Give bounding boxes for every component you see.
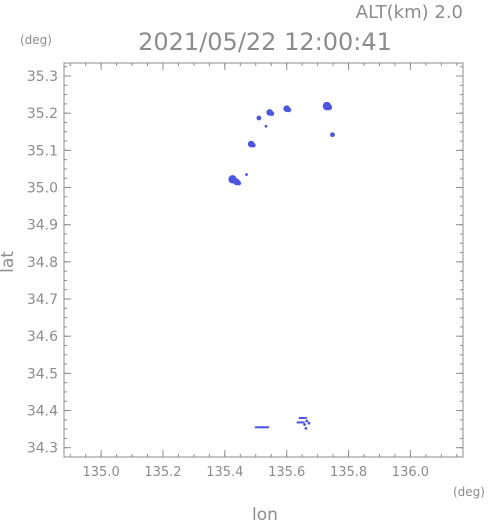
data-points bbox=[228, 101, 335, 430]
y-tick-label: 34.8 bbox=[27, 255, 58, 271]
data-point bbox=[286, 107, 292, 113]
axis-ticks: 135.0 135.2 135.4 135.6 135.8 136.0 34.3 34.4 34… bbox=[27, 63, 463, 480]
y-tick-label: 34.9 bbox=[27, 218, 58, 234]
data-point bbox=[296, 421, 305, 424]
data-point bbox=[251, 142, 256, 148]
data-point bbox=[264, 124, 268, 128]
y-tick-label: 35.1 bbox=[27, 143, 58, 159]
x-tick-label: 135.0 bbox=[83, 465, 120, 480]
x-tick-label: 135.4 bbox=[206, 465, 243, 480]
x-axis-label: lon bbox=[252, 505, 278, 521]
plot-frame bbox=[63, 62, 464, 458]
data-point bbox=[254, 426, 263, 429]
data-point bbox=[256, 115, 262, 121]
data-point bbox=[305, 419, 309, 423]
y-tick-label: 34.7 bbox=[27, 292, 58, 308]
y-tick-label: 35.2 bbox=[27, 106, 58, 122]
y-tick-label: 34.3 bbox=[27, 441, 58, 457]
y-tick-label: 34.4 bbox=[27, 404, 58, 420]
chart-title: 2021/05/22 12:00:41 bbox=[138, 28, 392, 56]
y-tick-label: 35.0 bbox=[27, 181, 58, 197]
data-point bbox=[261, 426, 270, 429]
data-point bbox=[304, 426, 308, 430]
x-tick-label: 135.2 bbox=[144, 465, 181, 480]
x-tick-label: 135.6 bbox=[268, 465, 305, 480]
x-axis-unit: (deg) bbox=[453, 485, 485, 499]
data-point bbox=[330, 132, 335, 138]
x-tick-label: 135.8 bbox=[330, 465, 367, 480]
data-point bbox=[269, 111, 275, 116]
y-tick-label: 34.5 bbox=[27, 366, 58, 382]
x-tick-label: 136.0 bbox=[392, 465, 429, 480]
data-point bbox=[245, 173, 248, 176]
data-point bbox=[326, 104, 333, 111]
altitude-label: ALT(km) 2.0 bbox=[356, 2, 463, 23]
data-point bbox=[298, 416, 307, 419]
data-point bbox=[236, 180, 242, 186]
y-tick-label: 34.6 bbox=[27, 329, 58, 345]
data-point bbox=[307, 421, 311, 425]
y-tick-label: 35.3 bbox=[27, 69, 58, 85]
y-axis-label: lat bbox=[0, 251, 18, 273]
y-axis-unit: (deg) bbox=[20, 33, 52, 47]
data-point bbox=[303, 423, 307, 427]
